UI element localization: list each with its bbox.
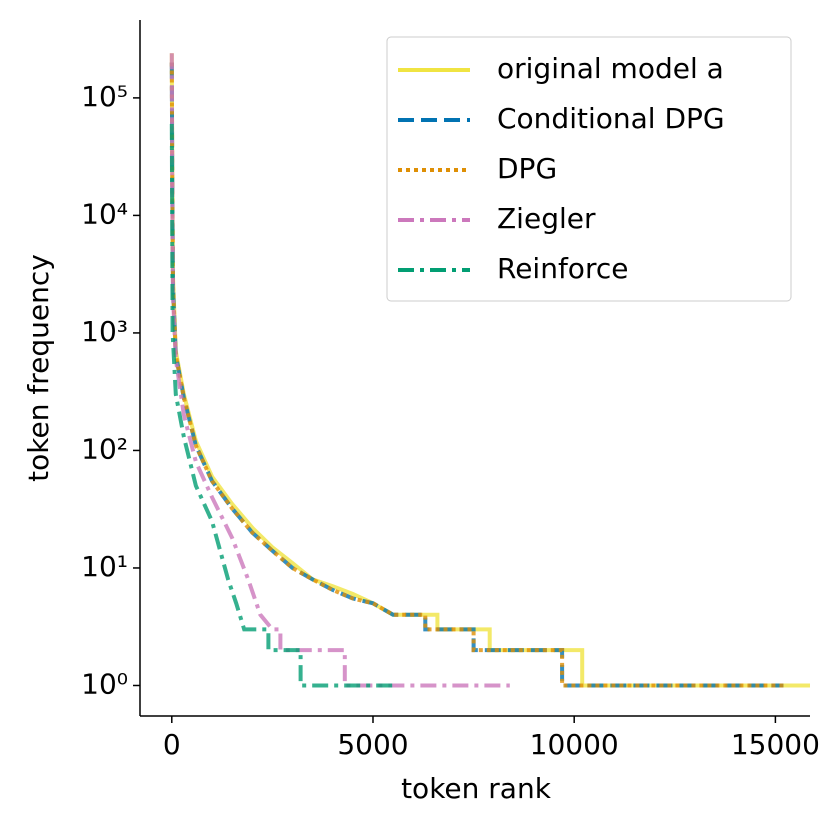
legend-label: Conditional DPG [497, 102, 725, 135]
y-tick-label: 10² [81, 432, 128, 465]
x-axis-label: token rank [401, 772, 552, 805]
y-tick-label: 10⁴ [81, 197, 128, 230]
x-tick-label: 0 [163, 728, 181, 761]
x-tick-label: 5000 [337, 728, 408, 761]
series-line [169, 53, 510, 688]
legend-label: Ziegler [497, 202, 596, 235]
y-tick-label: 10³ [81, 315, 128, 348]
y-axis-label: token frequency [22, 254, 55, 482]
series-line [169, 123, 394, 688]
x-tick-label: 15000 [731, 728, 820, 761]
legend-box [386, 36, 792, 302]
legend-label: Reinforce [497, 252, 628, 285]
y-tick-label: 10¹ [81, 550, 128, 583]
y-tick-label: 10⁰ [81, 667, 128, 700]
series-line [169, 62, 784, 688]
legend-label: DPG [497, 152, 557, 185]
legend-label: original model a [497, 52, 724, 85]
y-tick-label: 10⁵ [81, 80, 128, 113]
x-tick-label: 10000 [530, 728, 619, 761]
